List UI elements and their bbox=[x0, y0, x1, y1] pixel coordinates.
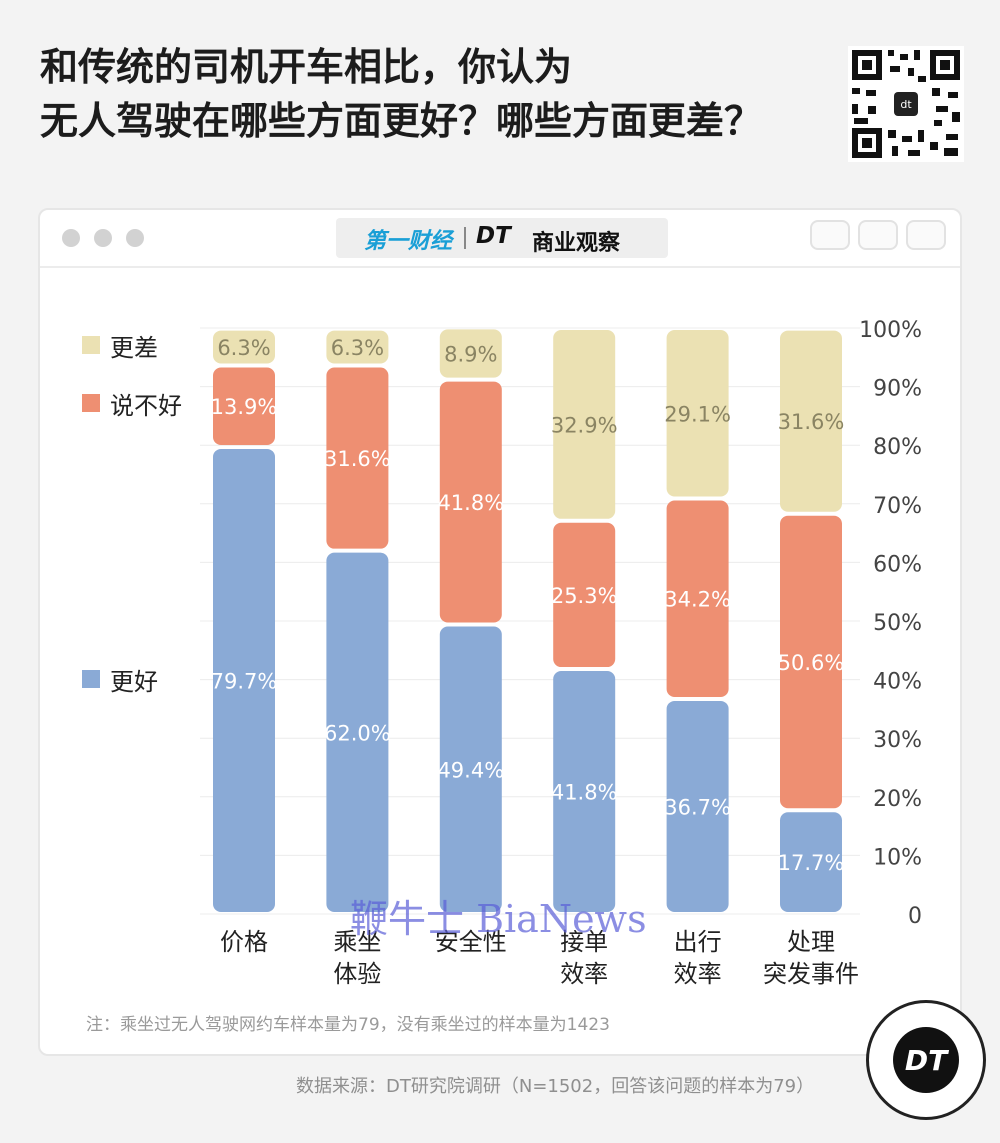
data-source: 数据来源：DT研究院调研（N=1502，回答该问题的样本为79） bbox=[296, 1076, 815, 1097]
bar-segment bbox=[326, 330, 389, 364]
chart-title: 和传统的司机开车相比，你认为 无人驾驶在哪些方面更好？哪些方面更差？ bbox=[40, 40, 820, 148]
x-category-label: 接单 bbox=[560, 928, 608, 956]
share-button[interactable] bbox=[858, 220, 898, 250]
y-tick-label: 70% bbox=[873, 494, 922, 519]
x-category-label: 乘坐 bbox=[333, 928, 381, 956]
data-label: 79.7% bbox=[211, 669, 278, 693]
bar-segment bbox=[553, 671, 616, 912]
bar-segment bbox=[666, 500, 729, 697]
data-label: 32.9% bbox=[551, 413, 618, 437]
close-dot-icon bbox=[62, 229, 80, 247]
bar-segment bbox=[666, 330, 729, 497]
qr-code-icon: dt bbox=[848, 46, 964, 162]
footnote: 注：乘坐过无人驾驶网约车样本量为79，没有乘坐过的样本量为1423 bbox=[86, 1015, 610, 1035]
y-tick-label: 80% bbox=[873, 435, 922, 460]
bar-segment bbox=[213, 330, 275, 364]
data-label: 17.7% bbox=[778, 851, 845, 875]
minimize-dot-icon bbox=[94, 229, 112, 247]
data-label: 6.3% bbox=[331, 336, 384, 360]
legend-item-unsure: 说不好 bbox=[82, 388, 182, 420]
svg-text:dt: dt bbox=[900, 98, 912, 111]
data-label: 8.9% bbox=[444, 342, 497, 366]
data-label: 50.6% bbox=[778, 651, 845, 675]
dt-logo-text: DT bbox=[893, 1027, 959, 1093]
bar-segment bbox=[780, 812, 842, 912]
x-category-label: 安全性 bbox=[435, 928, 507, 956]
data-label: 41.8% bbox=[437, 491, 504, 515]
brand-yicai: 第一财经 bbox=[364, 229, 453, 254]
legend-label: 说不好 bbox=[110, 391, 182, 420]
y-tick-label: 60% bbox=[873, 552, 922, 577]
data-label: 29.1% bbox=[664, 402, 731, 426]
bar-segment bbox=[213, 448, 275, 912]
y-tick-label: 10% bbox=[873, 845, 922, 870]
legend-item-worse: 更差 bbox=[82, 330, 158, 362]
data-label: 41.8% bbox=[551, 781, 618, 805]
legend-item-better: 更好 bbox=[82, 664, 158, 696]
bar-segment bbox=[326, 367, 389, 549]
bar-segment bbox=[439, 626, 502, 912]
bar-segment bbox=[780, 515, 842, 809]
data-label: 13.9% bbox=[211, 395, 278, 419]
legend-label: 更差 bbox=[110, 333, 158, 362]
stacked-bar-chart: 0 10% 20% 30% 40% 50% 60% 70% 80% 90% 100% 79.7% 13.… bbox=[200, 318, 922, 988]
window-topbar: 第一财经 DT 商业观察 bbox=[40, 210, 960, 268]
legend-label: 更好 bbox=[110, 667, 158, 696]
legend-swatch bbox=[82, 394, 100, 412]
data-label: 25.3% bbox=[551, 584, 618, 608]
data-label: 6.3% bbox=[217, 336, 270, 360]
title-line-1: 和传统的司机开车相比，你认为 bbox=[40, 45, 573, 89]
bar-segment bbox=[780, 330, 842, 512]
x-category-label: 效率 bbox=[560, 960, 608, 988]
y-tick-label: 100% bbox=[859, 318, 922, 343]
x-category-label: 突发事件 bbox=[763, 960, 859, 988]
bar-segment bbox=[439, 381, 502, 623]
bar-segment bbox=[666, 700, 729, 912]
copy-button[interactable] bbox=[906, 220, 946, 250]
maximize-dot-icon bbox=[126, 229, 144, 247]
data-label: 31.6% bbox=[324, 447, 391, 471]
title-line-2: 无人驾驶在哪些方面更好？哪些方面更差？ bbox=[40, 99, 763, 143]
data-label: 36.7% bbox=[664, 795, 731, 819]
x-category-label: 处理 bbox=[787, 928, 835, 956]
bar-segment bbox=[326, 552, 389, 912]
y-tick-label: 40% bbox=[873, 670, 922, 695]
data-label: 31.6% bbox=[778, 410, 845, 434]
data-label: 49.4% bbox=[437, 758, 504, 782]
x-category-label: 价格 bbox=[220, 928, 268, 956]
legend-swatch bbox=[82, 670, 100, 688]
x-category-label: 出行 bbox=[674, 928, 722, 956]
brand-banner: 第一财经 DT 商业观察 bbox=[336, 218, 668, 258]
bar-segment bbox=[553, 522, 616, 668]
brand-divider bbox=[464, 227, 466, 249]
bar-segment bbox=[553, 330, 616, 519]
y-tick-label: 0 bbox=[908, 904, 922, 929]
bar-segment bbox=[439, 329, 502, 378]
y-tick-label: 20% bbox=[873, 787, 922, 812]
record-button[interactable] bbox=[810, 220, 850, 250]
bar-segment bbox=[213, 367, 275, 445]
watermark: 鞭牛士 BiaNews bbox=[350, 897, 647, 941]
y-tick-label: 90% bbox=[873, 377, 922, 402]
brand-dt: DT bbox=[476, 223, 511, 249]
legend-swatch bbox=[82, 336, 100, 354]
dt-logo: DT bbox=[866, 1000, 986, 1120]
x-category-label: 体验 bbox=[333, 960, 381, 988]
data-label: 62.0% bbox=[324, 721, 391, 745]
x-category-label: 效率 bbox=[674, 960, 722, 988]
y-tick-label: 30% bbox=[873, 728, 922, 753]
data-label: 34.2% bbox=[664, 588, 731, 612]
y-tick-label: 50% bbox=[873, 611, 922, 636]
brand-dt-text: 商业观察 bbox=[532, 231, 621, 256]
